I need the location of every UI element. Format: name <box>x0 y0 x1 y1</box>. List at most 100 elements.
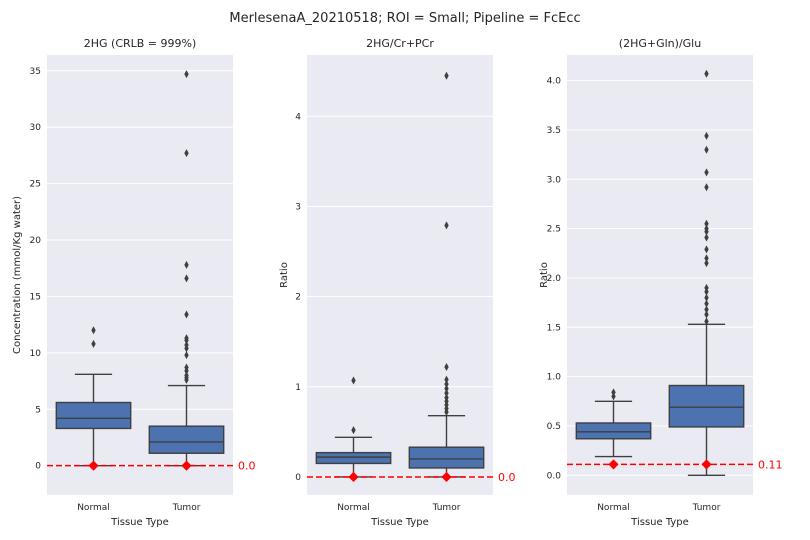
y-tick-label: 1 <box>295 383 301 393</box>
x-axis-label: Tissue Type <box>630 517 689 528</box>
outlier-point <box>704 254 709 263</box>
outlier-point <box>184 310 189 319</box>
outlier-point <box>184 351 189 360</box>
y-tick-label: 30 <box>30 123 42 133</box>
outlier-point <box>184 334 189 343</box>
box-tumor <box>148 70 225 467</box>
subplot-title: 2HG/Cr+PCr <box>366 37 434 50</box>
outlier-point <box>704 131 709 140</box>
outlier-point <box>184 363 189 372</box>
threshold-marker <box>701 459 712 470</box>
outlier-point <box>444 375 449 384</box>
y-tick-label: 35 <box>30 67 41 77</box>
y-tick-label: 3.5 <box>547 126 561 136</box>
y-axis-label: Concentration (mmol/Kg water) <box>12 196 23 354</box>
x-axis-label: Tissue Type <box>370 517 429 528</box>
iqr-box <box>315 451 392 465</box>
outlier-point <box>704 145 709 154</box>
outlier-point <box>444 362 449 371</box>
y-axis-label: Ratio <box>539 262 550 288</box>
threshold-marker <box>608 459 619 470</box>
outlier-point <box>611 388 616 397</box>
outlier-point <box>704 310 709 319</box>
outlier-point <box>351 426 356 435</box>
iqr-box <box>575 422 652 440</box>
iqr-box <box>148 425 225 454</box>
outlier-point <box>184 340 189 349</box>
outlier-point <box>184 371 189 380</box>
iqr-box <box>55 401 132 430</box>
y-tick-label: 3.0 <box>547 175 562 185</box>
x-tick-label: Tumor <box>172 503 201 513</box>
y-tick-label: 1.0 <box>547 373 562 383</box>
outlier-point <box>704 168 709 177</box>
threshold-label: 0.0 <box>498 471 516 484</box>
iqr-box <box>668 384 745 428</box>
outlier-point <box>704 283 709 292</box>
box-normal <box>575 388 652 458</box>
outlier-point <box>704 259 709 268</box>
subplot-3: 0.0 0.5 1.0 1.5 2.0 2.5 3.0 3.5 4.0 0.11 Normal Tum… <box>539 37 783 528</box>
y-tick-label: 2 <box>295 293 301 303</box>
y-tick-label: 1.5 <box>547 323 561 333</box>
subplot-title: 2HG (CRLB = 999%) <box>84 37 197 50</box>
y-tick-label: 10 <box>30 349 42 359</box>
y-tick-label: 0 <box>295 473 301 483</box>
outlier-point <box>351 376 356 385</box>
x-axis-label: Tissue Type <box>110 517 169 528</box>
plot-background <box>307 55 493 495</box>
box-tumor <box>408 71 485 478</box>
outlier-point <box>444 384 449 393</box>
outlier-point <box>704 219 709 228</box>
y-tick-label: 0.5 <box>547 422 561 432</box>
subplot-1: 0 5 10 15 20 25 30 35 0.0 Normal Tumor 2HG (CRLB = … <box>12 37 256 528</box>
threshold-label: 0.11 <box>758 458 783 471</box>
threshold-marker <box>88 460 99 471</box>
outlier-point <box>704 245 709 254</box>
x-tick-label: Tumor <box>432 503 461 513</box>
outlier-point <box>704 224 709 233</box>
threshold-marker <box>441 471 452 483</box>
y-tick-label: 2.5 <box>547 225 561 235</box>
outlier-point <box>704 69 709 78</box>
threshold-marker <box>348 471 359 483</box>
y-tick-label: 20 <box>30 236 42 246</box>
x-tick-label: Normal <box>597 503 630 513</box>
y-tick-label: 5 <box>35 405 41 415</box>
iqr-box <box>408 446 485 469</box>
outlier-point <box>444 389 449 398</box>
y-axis-label: Ratio <box>279 262 290 288</box>
y-tick-label: 4.0 <box>547 77 562 87</box>
outlier-point <box>444 221 449 230</box>
x-tick-label: Normal <box>77 503 110 513</box>
outlier-point <box>704 233 709 242</box>
outlier-point <box>184 260 189 269</box>
subplot-2: 0 1 2 3 4 0.0 Normal Tumor 2HG/Cr+PCr Tissue Type… <box>279 37 516 528</box>
threshold-marker <box>181 460 192 471</box>
y-tick-label: 0 <box>35 462 41 472</box>
outlier-point <box>444 393 449 402</box>
outlier-point <box>91 339 96 348</box>
subplot-title: (2HG+Gln)/Glu <box>619 37 701 50</box>
y-tick-label: 2.0 <box>547 274 562 284</box>
outlier-point <box>184 149 189 158</box>
outlier-point <box>184 70 189 79</box>
y-tick-label: 0.0 <box>547 471 562 481</box>
x-tick-label: Normal <box>337 503 370 513</box>
y-tick-label: 4 <box>295 112 301 122</box>
y-tick-label: 25 <box>30 180 41 190</box>
box-tumor <box>668 69 745 476</box>
outlier-point <box>704 183 709 192</box>
outlier-point <box>704 299 709 308</box>
outlier-point <box>91 326 96 335</box>
outlier-point <box>184 274 189 283</box>
outlier-point <box>444 380 449 389</box>
threshold-label: 0.0 <box>238 460 256 473</box>
y-tick-label: 3 <box>295 202 301 212</box>
outlier-point <box>704 317 709 326</box>
y-tick-label: 15 <box>30 292 41 302</box>
outlier-point <box>444 71 449 80</box>
outlier-point <box>704 293 709 302</box>
